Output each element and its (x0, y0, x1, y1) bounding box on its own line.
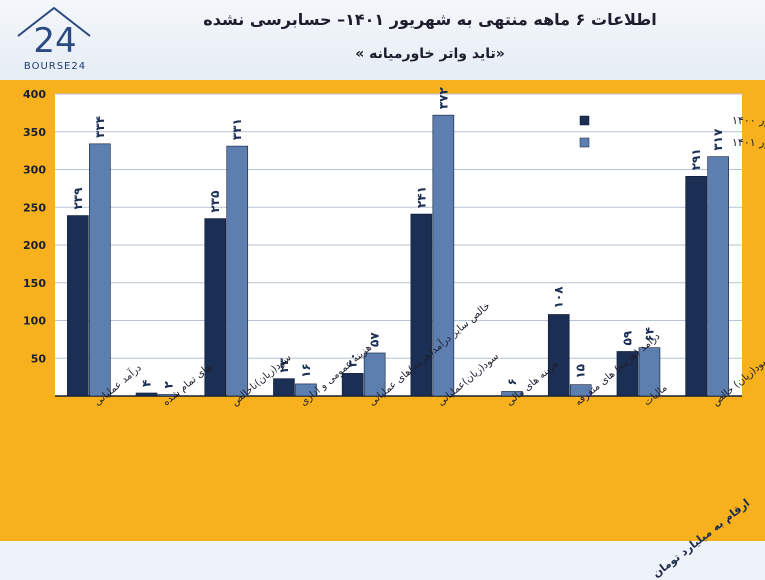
bar-1401 (501, 391, 523, 397)
data-label: ۲۳۹ (71, 187, 85, 210)
data-label: ۲۳ (277, 357, 291, 372)
bar-1401 (157, 394, 180, 397)
y-tick-label: 100 (23, 315, 46, 328)
y-tick-label: 300 (23, 164, 46, 177)
bar-1400 (547, 314, 570, 397)
bar-1401 (226, 145, 249, 397)
legend-swatch (579, 137, 590, 148)
bar-1400 (135, 392, 158, 397)
data-label: ۳۳۴ (93, 116, 107, 138)
data-label: ۲۹۱ (689, 148, 703, 170)
logo-mark: 24 (17, 6, 91, 61)
y-tick-label: 350 (23, 126, 46, 139)
data-label: ۳۰ (346, 353, 360, 368)
data-label: ۲ (162, 380, 176, 388)
y-tick-label: 200 (23, 239, 46, 252)
data-label: ۲۴۱ (414, 186, 428, 208)
legend-label: عملکرد منتهی به شهریور ۱۴۰۰ (732, 114, 765, 127)
bar-1400 (410, 213, 433, 397)
y-tick-label: 250 (23, 201, 46, 214)
bar-1401 (89, 143, 111, 397)
bar-1401 (432, 114, 455, 397)
data-label: ۶۴ (642, 327, 656, 342)
data-label: ۳۷۲ (436, 86, 450, 109)
bar-1400 (204, 218, 227, 397)
data-label: ۳۳۱ (230, 118, 244, 140)
bar-1401 (363, 352, 386, 397)
data-label: ۵۷ (368, 332, 382, 347)
bar-1400 (685, 175, 707, 397)
data-label: ۵۹ (620, 330, 634, 345)
data-label: ۱۶ (299, 363, 313, 378)
gridlines (55, 93, 742, 359)
header: 24 BOURSE24 اطلاعات ۶ ماهه منتهی به شهری… (0, 0, 765, 80)
data-label: ۱۰۸ (552, 286, 566, 309)
bar-1401 (638, 347, 661, 397)
data-label: ۲۳۵ (208, 191, 222, 213)
bar-1400 (341, 373, 364, 397)
legend: عملکرد منتهی به شهریور ۱۴۰۰ عملکرد منتهی … (579, 114, 765, 149)
bar-1400 (273, 378, 295, 397)
chart-panel: 50 100 150 200 250 300 350 400 ۲۳۹ ۳۳۴ ۴ ۲ ۲۳۵ ۳۳۱ ۲۳… (0, 80, 765, 580)
data-label: ۳۱۷ (711, 128, 725, 151)
bar-1401 (707, 156, 729, 397)
page-subtitle: «تاید واتر خاورمیانه » (355, 46, 505, 62)
data-label: ۱۵ (574, 364, 588, 379)
legend-label: عملکرد منتهی به شهریور ۱۴۰۱ (732, 136, 765, 149)
bar-1401 (569, 384, 592, 397)
bar-1400 (67, 215, 89, 397)
y-tick-label: 150 (23, 277, 46, 290)
bars (67, 114, 729, 397)
logo-mark-text: 24 (33, 21, 76, 61)
bar-1400 (616, 351, 639, 397)
legend-swatch (579, 115, 590, 126)
data-label: ۴ (140, 380, 154, 387)
data-label: ۶ (505, 378, 519, 385)
bar-1401 (295, 383, 317, 397)
value-labels: ۲۳۹ ۳۳۴ ۴ ۲ ۲۳۵ ۳۳۱ ۲۳ ۱۶ ۳۰ ۵۷ ۲۴۱ ۳۷۲ ۶ ۱۰۸ ۱۵ ۵۹ ۶۴ ۲۹… (71, 86, 725, 388)
bourse24-logo: 24 BOURSE24 (14, 6, 96, 76)
page-title: اطلاعات ۶ ماهه منتهی به شهریور ۱۴۰۱– حسا… (203, 10, 657, 29)
y-tick-label: 50 (31, 352, 47, 365)
logo-text: BOURSE24 (23, 61, 87, 72)
y-tick-label: 400 (23, 88, 46, 101)
